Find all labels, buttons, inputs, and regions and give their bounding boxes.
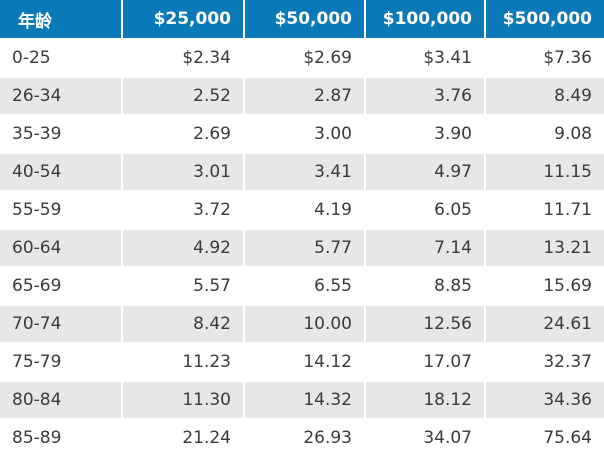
- rate-cell: 3.00: [244, 114, 366, 153]
- rate-cell: 5.57: [122, 266, 245, 305]
- age-cell: 75-79: [0, 342, 123, 381]
- table-row: 75-79 11.23 14.12 17.07 32.37: [0, 342, 604, 381]
- age-cell: 70-74: [0, 304, 123, 343]
- rate-cell: 11.30: [122, 380, 245, 419]
- rate-cell: 2.69: [122, 114, 245, 153]
- rate-cell: 4.92: [122, 228, 245, 267]
- rate-cell: 15.69: [485, 266, 604, 305]
- header-coverage-50000: $50,000: [244, 0, 366, 39]
- rate-cell: 3.90: [365, 114, 486, 153]
- rate-cell: 13.21: [485, 228, 604, 267]
- rate-cell: 2.87: [244, 76, 366, 115]
- table-row: 35-39 2.69 3.00 3.90 9.08: [0, 114, 604, 153]
- table-row: 26-34 2.52 2.87 3.76 8.49: [0, 76, 604, 115]
- table-row: 65-69 5.57 6.55 8.85 15.69: [0, 266, 604, 305]
- rate-cell: 10.00: [244, 304, 366, 343]
- rate-cell: 17.07: [365, 342, 486, 381]
- table-row: 70-74 8.42 10.00 12.56 24.61: [0, 304, 604, 343]
- rate-cell: 3.72: [122, 190, 245, 229]
- header-age: 年龄: [0, 0, 123, 39]
- table-row: 60-64 4.92 5.77 7.14 13.21: [0, 228, 604, 267]
- rate-cell: 9.08: [485, 114, 604, 153]
- rate-cell: 8.49: [485, 76, 604, 115]
- rate-cell: 14.12: [244, 342, 366, 381]
- rate-cell: 6.05: [365, 190, 486, 229]
- rate-cell: 3.41: [244, 152, 366, 191]
- rate-cell: 4.19: [244, 190, 366, 229]
- rate-cell: 34.07: [365, 418, 486, 456]
- rate-cell: 7.14: [365, 228, 486, 267]
- rate-cell: 11.71: [485, 190, 604, 229]
- rate-cell: 6.55: [244, 266, 366, 305]
- table-row: 80-84 11.30 14.32 18.12 34.36: [0, 380, 604, 419]
- age-cell: 35-39: [0, 114, 123, 153]
- age-cell: 55-59: [0, 190, 123, 229]
- rate-cell: 11.15: [485, 152, 604, 191]
- rate-cell: 4.97: [365, 152, 486, 191]
- table-row: 55-59 3.72 4.19 6.05 11.71: [0, 190, 604, 229]
- header-coverage-100000: $100,000: [365, 0, 486, 39]
- rate-cell: 18.12: [365, 380, 486, 419]
- age-cell: 40-54: [0, 152, 123, 191]
- age-cell: 65-69: [0, 266, 123, 305]
- rate-cell: 12.56: [365, 304, 486, 343]
- table-row: 40-54 3.01 3.41 4.97 11.15: [0, 152, 604, 191]
- header-coverage-500000: $500,000: [485, 0, 604, 39]
- rate-cell: $3.41: [365, 38, 486, 77]
- rate-cell: $2.69: [244, 38, 366, 77]
- rate-cell: $7.36: [485, 38, 604, 77]
- rate-cell: $2.34: [122, 38, 245, 77]
- age-cell: 60-64: [0, 228, 123, 267]
- rate-cell: 2.52: [122, 76, 245, 115]
- table-row: 85-89 21.24 26.93 34.07 75.64: [0, 418, 604, 456]
- rate-cell: 3.76: [365, 76, 486, 115]
- age-cell: 26-34: [0, 76, 123, 115]
- header-row: 年龄 $25,000 $50,000 $100,000 $500,000: [0, 0, 604, 39]
- rate-cell: 14.32: [244, 380, 366, 419]
- age-cell: 85-89: [0, 418, 123, 456]
- header-coverage-25000: $25,000: [122, 0, 245, 39]
- table-body: 0-25 $2.34 $2.69 $3.41 $7.36 26-34 2.52 …: [0, 38, 604, 456]
- rate-cell: 75.64: [485, 418, 604, 456]
- rate-cell: 26.93: [244, 418, 366, 456]
- rate-cell: 32.37: [485, 342, 604, 381]
- rate-cell: 3.01: [122, 152, 245, 191]
- age-cell: 0-25: [0, 38, 123, 77]
- rate-cell: 24.61: [485, 304, 604, 343]
- rate-cell: 5.77: [244, 228, 366, 267]
- table-row: 0-25 $2.34 $2.69 $3.41 $7.36: [0, 38, 604, 77]
- table-header: 年龄 $25,000 $50,000 $100,000 $500,000: [0, 0, 604, 39]
- rate-cell: 8.42: [122, 304, 245, 343]
- rate-cell: 11.23: [122, 342, 245, 381]
- rate-cell: 8.85: [365, 266, 486, 305]
- rate-cell: 21.24: [122, 418, 245, 456]
- rate-cell: 34.36: [485, 380, 604, 419]
- age-cell: 80-84: [0, 380, 123, 419]
